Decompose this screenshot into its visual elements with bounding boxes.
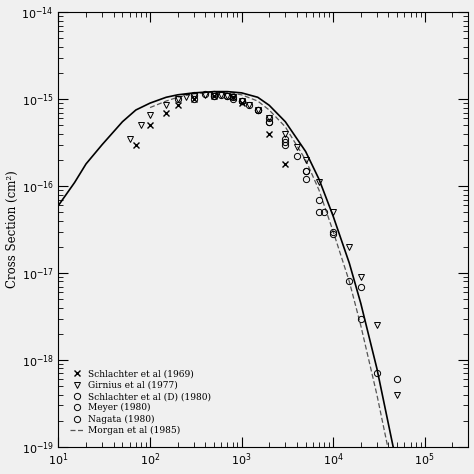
Legend: Schlachter et al (1969), Girnius et al (1977), Schlachter et al (D) (1980), Meye: Schlachter et al (1969), Girnius et al (… [67, 367, 214, 438]
Y-axis label: Cross Section (cm²): Cross Section (cm²) [6, 171, 18, 289]
